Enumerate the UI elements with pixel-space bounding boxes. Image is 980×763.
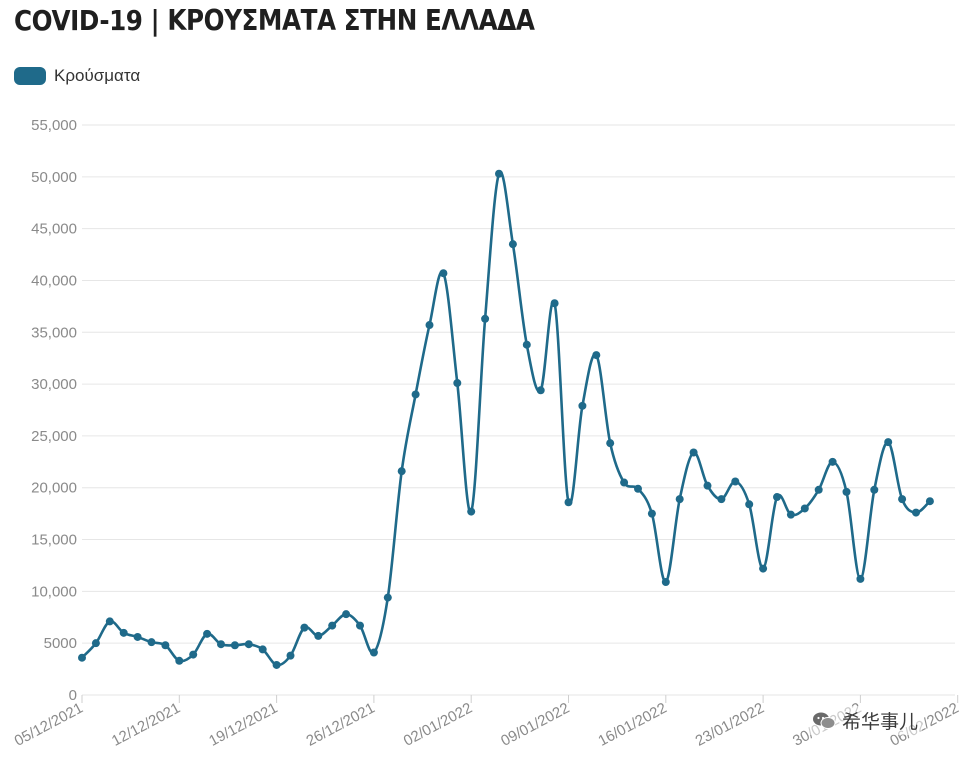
data-point: [828, 457, 837, 466]
data-point: [356, 621, 364, 630]
data-point: [800, 504, 809, 513]
data-point: [759, 564, 768, 573]
y-tick-label: 35,000: [31, 324, 77, 341]
legend: Κρούσματα: [14, 66, 140, 86]
y-tick-label: 20,000: [31, 480, 77, 497]
data-point: [647, 509, 656, 518]
x-tick-label: 05/12/2021: [12, 700, 86, 750]
data-point: [314, 631, 323, 640]
data-point: [425, 321, 434, 330]
data-point: [467, 507, 476, 516]
y-tick-label: 40,000: [31, 272, 77, 289]
data-point: [78, 653, 86, 662]
data-point: [578, 401, 587, 410]
data-point: [481, 314, 490, 323]
data-point: [786, 510, 795, 519]
data-point: [870, 485, 879, 494]
data-point: [383, 593, 392, 602]
x-tick-label: 19/12/2021: [206, 700, 280, 750]
data-point: [856, 574, 865, 583]
data-point: [661, 578, 670, 587]
data-point: [258, 645, 267, 654]
data-point: [731, 477, 740, 486]
watermark: 希华事儿: [808, 706, 923, 735]
data-point: [689, 448, 698, 457]
data-point: [133, 632, 142, 641]
data-point: [217, 640, 225, 649]
data-point: [508, 240, 517, 249]
data-point: [675, 495, 684, 504]
x-tick-label: 09/01/2022: [498, 700, 572, 750]
data-point: [91, 639, 100, 648]
data-point: [745, 500, 754, 509]
data-point: [147, 638, 156, 647]
data-point: [369, 648, 378, 657]
data-point: [620, 478, 629, 487]
data-point: [814, 485, 823, 494]
data-point: [912, 508, 920, 517]
data-point: [522, 340, 531, 349]
x-tick-label: 16/01/2022: [595, 700, 669, 750]
legend-label: Κρούσματα: [54, 66, 141, 85]
x-tick-label: 12/12/2021: [109, 700, 183, 750]
data-point: [842, 487, 851, 496]
x-tick-label: 26/12/2021: [304, 700, 378, 750]
y-tick-label: 55,000: [31, 117, 77, 134]
legend-swatch: [14, 67, 46, 85]
data-point: [189, 650, 198, 659]
y-tick-label: 15,000: [31, 532, 77, 549]
y-tick-label: 50,000: [31, 169, 77, 186]
y-tick-label: 0: [69, 687, 77, 704]
data-point: [397, 467, 406, 476]
data-point: [161, 641, 170, 650]
data-point: [119, 628, 128, 637]
y-tick-label: 30,000: [31, 376, 77, 393]
data-point: [884, 438, 893, 447]
data-point: [898, 495, 907, 504]
data-point: [536, 386, 545, 395]
data-point: [105, 617, 114, 626]
y-tick-label: 45,000: [31, 221, 77, 238]
watermark-text: 希华事儿: [842, 711, 919, 733]
chart-title: COVID-19 | ΚΡΟΥΣΜΑΤΑ ΣΤΗΝ ΕΛΛΑΔΑ: [14, 4, 535, 37]
data-point: [606, 439, 615, 448]
y-tick-label: 10,000: [31, 583, 77, 600]
chat-bubbles-icon: [813, 712, 836, 729]
data-point: [230, 641, 239, 650]
data-point: [592, 351, 601, 360]
data-point: [564, 498, 573, 507]
data-point: [342, 610, 351, 619]
data-point: [773, 493, 781, 502]
x-tick-label: 02/01/2022: [401, 700, 475, 750]
data-point: [634, 484, 642, 493]
data-point: [495, 169, 503, 178]
data-point: [703, 481, 712, 490]
y-tick-label: 25,000: [31, 428, 77, 445]
data-point: [925, 497, 934, 506]
data-point: [439, 269, 448, 278]
x-tick-label: 23/01/2022: [693, 700, 767, 750]
data-point: [550, 299, 559, 308]
data-point: [411, 390, 420, 399]
data-point: [453, 379, 462, 388]
data-point: [203, 629, 212, 638]
data-point: [272, 660, 281, 669]
data-point: [328, 621, 337, 630]
data-point: [286, 651, 295, 660]
data-point: [175, 656, 184, 665]
data-point: [244, 640, 253, 649]
data-point: [300, 623, 309, 632]
data-point: [717, 495, 726, 504]
y-tick-label: 5000: [44, 635, 77, 652]
